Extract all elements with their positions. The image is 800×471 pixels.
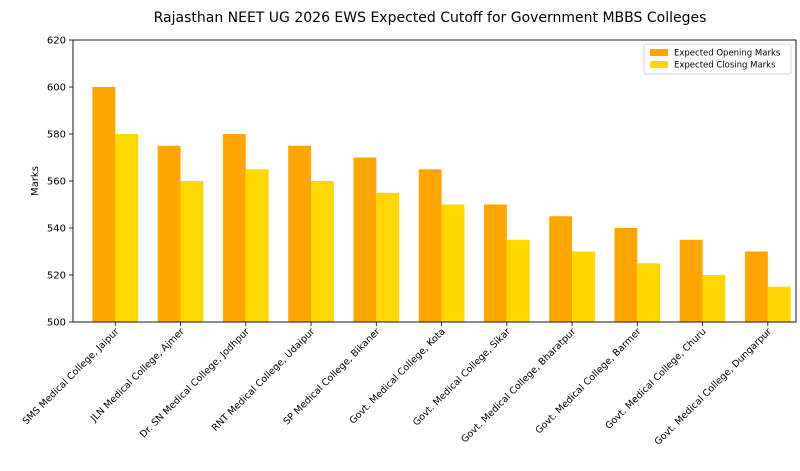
bar-opening-2 [222, 134, 246, 322]
bar-opening-4 [353, 157, 377, 322]
bar-closing-5 [441, 204, 465, 322]
bar-closing-9 [702, 275, 726, 322]
bars-layer [92, 87, 791, 322]
bar-closing-10 [767, 286, 791, 322]
bar-opening-5 [418, 169, 442, 322]
bar-closing-2 [245, 169, 269, 322]
legend-box [643, 43, 792, 75]
x-tick-label: Govt. Medical College, Dungarpur [653, 326, 774, 447]
bar-opening-9 [679, 239, 703, 322]
bar-opening-0 [92, 87, 116, 322]
y-tick-label: 500 [47, 318, 66, 329]
y-tick-label: 600 [47, 83, 66, 94]
y-tick-label: 580 [47, 130, 66, 141]
bar-opening-8 [614, 228, 638, 322]
plot-frame [72, 39, 797, 323]
bar-opening-3 [288, 145, 312, 322]
legend-swatch-0 [650, 49, 668, 56]
bar-opening-10 [744, 251, 768, 322]
bar-closing-4 [376, 192, 400, 322]
x-tick-label: Govt. Medical College, Barmer [533, 326, 643, 436]
chart-title: Rajasthan NEET UG 2026 EWS Expected Cuto… [154, 10, 707, 26]
bar-opening-6 [483, 204, 507, 322]
legend-label-0: Expected Opening Marks [674, 49, 781, 59]
bar-closing-7 [572, 251, 595, 322]
y-tick-label: 520 [47, 271, 66, 282]
bar-closing-3 [311, 181, 334, 322]
bar-closing-6 [506, 239, 530, 322]
legend-label-1: Expected Closing Marks [674, 61, 776, 71]
legend-swatch-1 [650, 61, 668, 68]
y-tick-label: 560 [47, 177, 66, 188]
legend: Expected Opening Marks Expected Closing M… [643, 43, 792, 75]
x-tick-label: Dr. SN Medical College, Jodhpur [138, 326, 252, 440]
bar-closing-1 [180, 181, 204, 322]
x-tick-label: RNT Medical College, Udaipur [210, 326, 317, 433]
bar-opening-7 [549, 216, 573, 322]
y-tick-label: 540 [47, 224, 66, 235]
bar-closing-8 [637, 263, 661, 322]
y-tick-label: 620 [47, 36, 66, 47]
bar-opening-1 [157, 145, 181, 322]
y-axis-label: Marks [30, 166, 41, 196]
x-tick-label: Govt. Medical College, Bharatpur [459, 326, 578, 445]
bar-closing-0 [115, 134, 139, 322]
